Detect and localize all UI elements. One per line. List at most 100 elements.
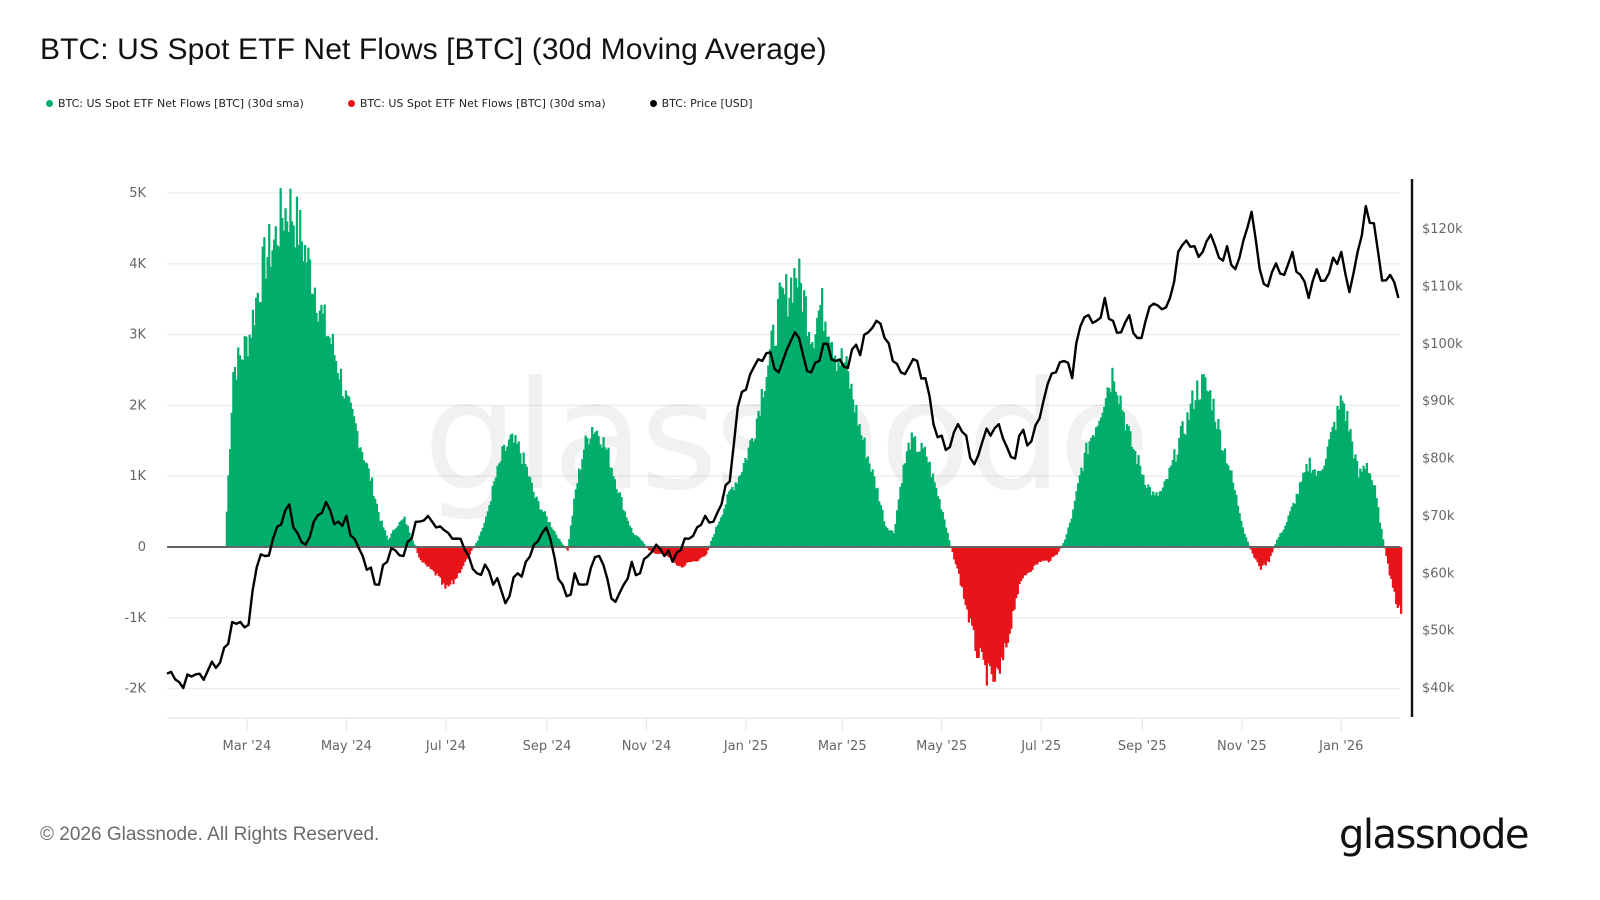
- inflow-bar: [1062, 542, 1065, 547]
- inflow-bar: [850, 383, 853, 547]
- inflow-bar: [369, 480, 372, 547]
- inflow-bar: [228, 448, 232, 547]
- outflow-bar: [987, 547, 990, 664]
- inflow-bar: [284, 208, 287, 547]
- outflow-bar: [1039, 547, 1042, 563]
- inflow-bar: [356, 431, 359, 547]
- inflow-bar: [354, 423, 357, 547]
- inflow-bar: [1284, 525, 1287, 547]
- inflow-bar: [889, 530, 892, 547]
- inflow-bar: [899, 486, 902, 547]
- inflow-bar: [1163, 481, 1166, 547]
- inflow-bar: [1287, 515, 1290, 547]
- inflow-bar: [365, 463, 369, 547]
- outflow-bar: [418, 547, 421, 558]
- inflow-bar: [1086, 454, 1090, 547]
- outflow-bar: [1006, 547, 1010, 643]
- inflow-bar: [1147, 484, 1150, 547]
- inflow-bar: [507, 439, 511, 547]
- inflow-bar: [364, 462, 367, 547]
- outflow-bar: [1024, 547, 1028, 576]
- outflow-bar: [980, 547, 984, 652]
- outflow-bar: [656, 547, 659, 554]
- inflow-bar: [910, 432, 913, 547]
- inflow-bar: [558, 539, 561, 547]
- inflow-bar: [597, 436, 600, 547]
- legend: BTC: US Spot ETF Net Flows [BTC] (30d sm…: [46, 97, 753, 110]
- outflow-bar: [969, 547, 972, 619]
- inflow-bar: [297, 245, 300, 548]
- inflow-bar: [1083, 452, 1086, 547]
- inflow-bar: [927, 462, 930, 547]
- outflow-bar: [992, 547, 995, 682]
- inflow-bar: [382, 527, 385, 547]
- x-axis-tick-label: Nov '24: [622, 739, 672, 754]
- outflow-bar: [1052, 547, 1055, 557]
- inflow-bar: [537, 501, 540, 547]
- inflow-bar: [852, 399, 855, 547]
- outflow-bar: [664, 547, 667, 555]
- inflow-bar: [1171, 460, 1174, 547]
- inflow-bar: [273, 239, 276, 547]
- right-axis-tick-label: $120k: [1422, 222, 1463, 237]
- inflow-bar: [1333, 422, 1336, 547]
- legend-item-price[interactable]: BTC: Price [USD]: [649, 97, 753, 110]
- inflow-bar: [737, 476, 741, 547]
- inflow-bar: [351, 408, 354, 547]
- legend-item-outflows[interactable]: BTC: US Spot ETF Net Flows [BTC] (30d sm…: [347, 97, 606, 110]
- inflow-bar: [871, 469, 874, 547]
- inflow-bar: [1160, 490, 1163, 547]
- inflow-bar: [1168, 467, 1171, 547]
- right-axis-tick-label: $80k: [1422, 452, 1455, 467]
- outflow-bar: [1041, 547, 1044, 561]
- x-axis: Mar '24 May '24 Jul '24 Sep '24 Nov '24 Jan '…: [223, 718, 1363, 754]
- left-axis: 5K 4K 3K 2K 1K 0 -1K -2K: [125, 186, 147, 697]
- inflow-bar: [847, 371, 850, 547]
- inflow-bar: [796, 287, 799, 547]
- right-axis-tick-label: $60k: [1422, 566, 1455, 581]
- inflow-bar: [785, 274, 788, 547]
- inflow-bar: [834, 355, 837, 547]
- inflow-bar: [750, 438, 754, 547]
- inflow-bar: [1189, 403, 1192, 547]
- inflow-bar: [246, 356, 250, 547]
- inflow-bar: [842, 362, 845, 547]
- inflow-bar: [1246, 541, 1249, 547]
- inflow-bar: [615, 489, 618, 547]
- outflow-bar: [432, 547, 436, 572]
- inflow-bar: [383, 530, 387, 547]
- outflow-bar: [990, 547, 993, 675]
- inflow-bar: [1103, 406, 1106, 547]
- inflow-bar: [907, 442, 910, 547]
- glassnode-logo[interactable]: glassnode: [1338, 812, 1530, 858]
- inflow-bar: [334, 360, 338, 547]
- inflow-bar: [865, 458, 868, 547]
- inflow-bar: [1300, 481, 1303, 547]
- outflow-bar: [416, 547, 419, 554]
- inflow-bar: [1192, 409, 1196, 547]
- inflow-bar: [1308, 457, 1311, 547]
- inflow-bar: [509, 434, 512, 547]
- inflow-bar: [599, 444, 602, 547]
- inflow-bar: [406, 525, 409, 547]
- inflow-bar: [1349, 429, 1352, 547]
- inflow-bar: [1338, 409, 1341, 547]
- inflow-bar: [240, 359, 243, 547]
- inflow-bar: [493, 481, 496, 547]
- legend-item-inflows[interactable]: BTC: US Spot ETF Net Flows [BTC] (30d sm…: [46, 97, 304, 110]
- inflow-bar: [1139, 465, 1142, 547]
- inflow-bar: [480, 531, 483, 547]
- inflow-bar: [245, 336, 248, 547]
- inflow-bar: [639, 540, 643, 547]
- inflow-bar: [1280, 532, 1284, 547]
- inflow-bar: [618, 492, 622, 547]
- x-axis-tick-label: Jan '26: [1318, 739, 1363, 754]
- inflow-bar: [225, 511, 228, 547]
- inflow-bar: [1378, 522, 1382, 547]
- inflow-bar: [388, 537, 392, 547]
- outflow-bar: [1031, 547, 1034, 570]
- inflow-bar: [359, 447, 362, 547]
- inflow-bar: [243, 336, 246, 547]
- outflow-bar: [1390, 547, 1393, 580]
- outflow-bar: [442, 547, 445, 584]
